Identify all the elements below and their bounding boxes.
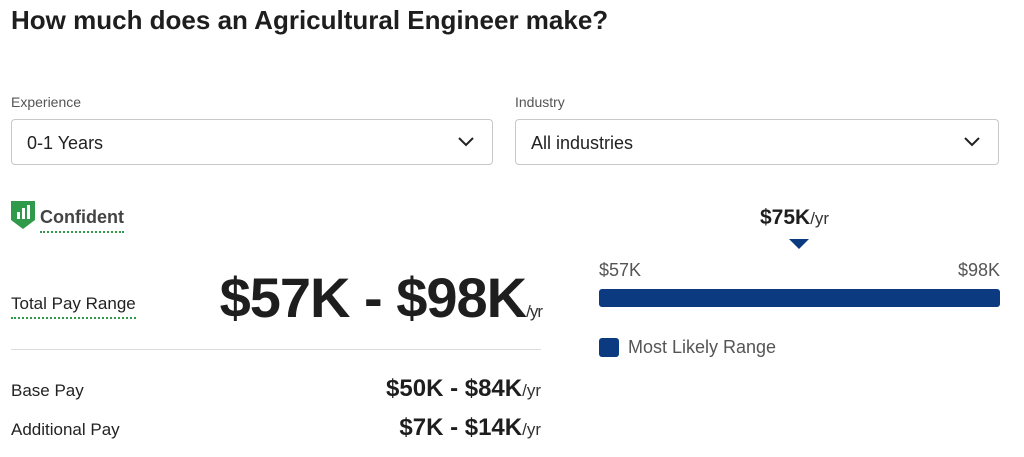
filter-label: Industry — [515, 94, 565, 110]
select-value: All industries — [531, 133, 634, 153]
pay-row-label: Base Pay — [11, 381, 84, 400]
legend-label: Most Likely Range — [628, 337, 777, 357]
range-low: $57K — [599, 260, 642, 280]
total-pay-label[interactable]: Total Pay Range — [11, 294, 136, 319]
unit: /yr — [526, 302, 543, 321]
page-title: How much does an Agricultural Engineer m… — [11, 5, 609, 35]
median-pay: $75K/yr — [760, 206, 829, 230]
unit: /yr — [522, 381, 541, 400]
experience-select[interactable]: 0-1 Years — [11, 119, 493, 165]
range-value: $7K - $14K — [399, 414, 523, 441]
select-value: 0-1 Years — [27, 133, 104, 153]
median-marker — [789, 239, 809, 249]
chevron — [458, 137, 474, 147]
divider — [11, 349, 541, 350]
pay-row-range: $50K - $84K/yr — [386, 375, 541, 403]
legend-swatch — [599, 338, 619, 357]
unit: /yr — [522, 420, 541, 439]
range-value: $57K - $98K — [219, 266, 528, 329]
range-high: $98K — [957, 260, 1000, 280]
range-bar — [599, 289, 1000, 307]
confidence-icon — [11, 201, 35, 229]
confidence-label[interactable]: Confident — [40, 207, 124, 233]
filter-label: Experience — [11, 94, 82, 110]
industry-select[interactable]: All industries — [515, 119, 999, 165]
median-value: $75K — [760, 206, 811, 229]
unit: /yr — [810, 209, 830, 228]
range-value: $50K - $84K — [386, 375, 523, 402]
pay-row-label: Additional Pay — [11, 420, 120, 439]
pay-row-range: $7K - $14K/yr — [399, 414, 541, 442]
total-pay-range: $57K - $98K/yr — [219, 265, 543, 330]
chevron — [964, 137, 980, 147]
